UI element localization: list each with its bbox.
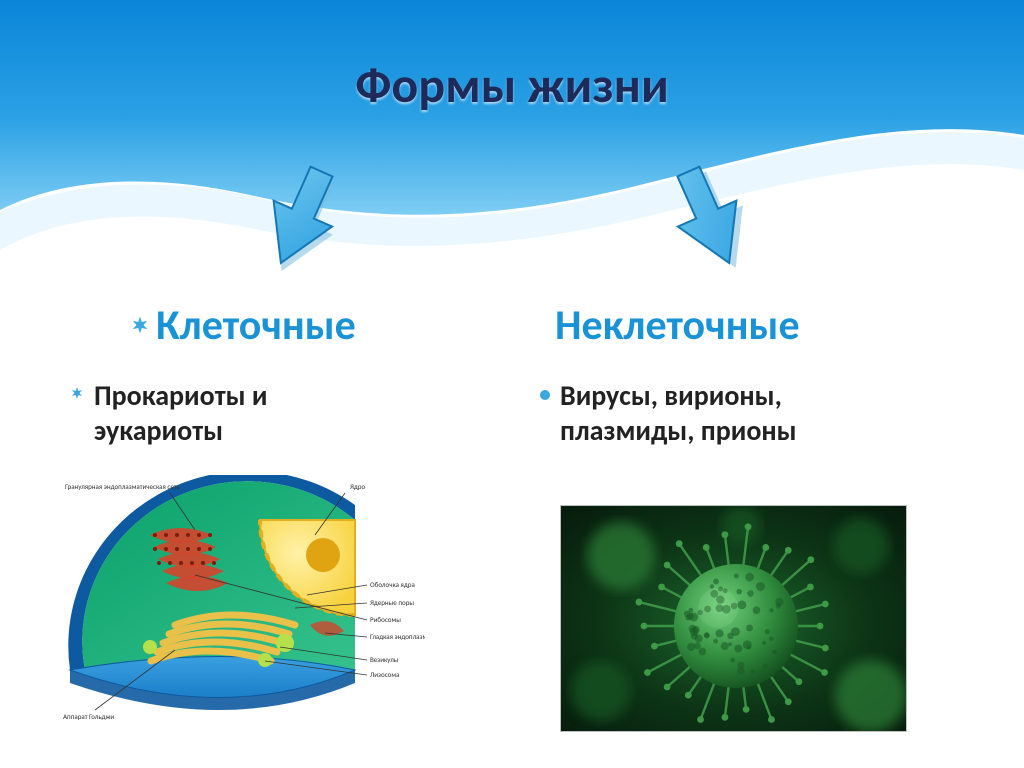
svg-text:Рибосомы: Рибосомы (370, 615, 401, 624)
left-heading-wrap: Клеточные (130, 300, 356, 351)
virus-image-svg (561, 506, 906, 731)
right-bullet-row: Вирусы, вирионы,плазмиды, прионы (540, 378, 960, 448)
bullet-dot-icon (540, 390, 550, 400)
star-icon (130, 315, 150, 335)
banner (0, 0, 1024, 260)
left-heading: Клеточные (156, 300, 356, 351)
left-bullet-row: Прокариоты иэукариоты (70, 378, 410, 448)
svg-text:Ядерные поры: Ядерные поры (370, 598, 414, 607)
right-bullet-text: Вирусы, вирионы,плазмиды, прионы (560, 378, 797, 448)
svg-text:Везикулы: Везикулы (370, 655, 399, 664)
star-icon (70, 386, 84, 400)
slide-title: Формы жизни (0, 55, 1024, 116)
arrow-left (260, 165, 340, 275)
svg-text:Ядро: Ядро (350, 482, 365, 491)
svg-text:Аппарат Гольджи: Аппарат Гольджи (63, 712, 114, 721)
virus-image (560, 505, 907, 732)
banner-svg (0, 0, 1024, 320)
svg-text:Оболочка ядра: Оболочка ядра (370, 580, 415, 589)
svg-text:Гранулярная эндоплазматическая: Гранулярная эндоплазматическая сеть (65, 482, 181, 491)
svg-text:Гладкая эндоплазматическая сет: Гладкая эндоплазматическая сеть (370, 632, 425, 641)
right-heading: Неклеточные (555, 300, 800, 351)
cell-diagram-svg: Гранулярная эндоплазматическая сеть Ядро О… (55, 475, 425, 730)
cell-diagram: Гранулярная эндоплазматическая сеть Ядро О… (55, 475, 425, 730)
arrow-right (670, 165, 750, 275)
left-bullet-text: Прокариоты иэукариоты (94, 378, 267, 448)
slide-root: Формы жизни Клеточные Неклеточные Прокар… (0, 0, 1024, 768)
svg-text:Лизосома: Лизосома (370, 670, 399, 679)
